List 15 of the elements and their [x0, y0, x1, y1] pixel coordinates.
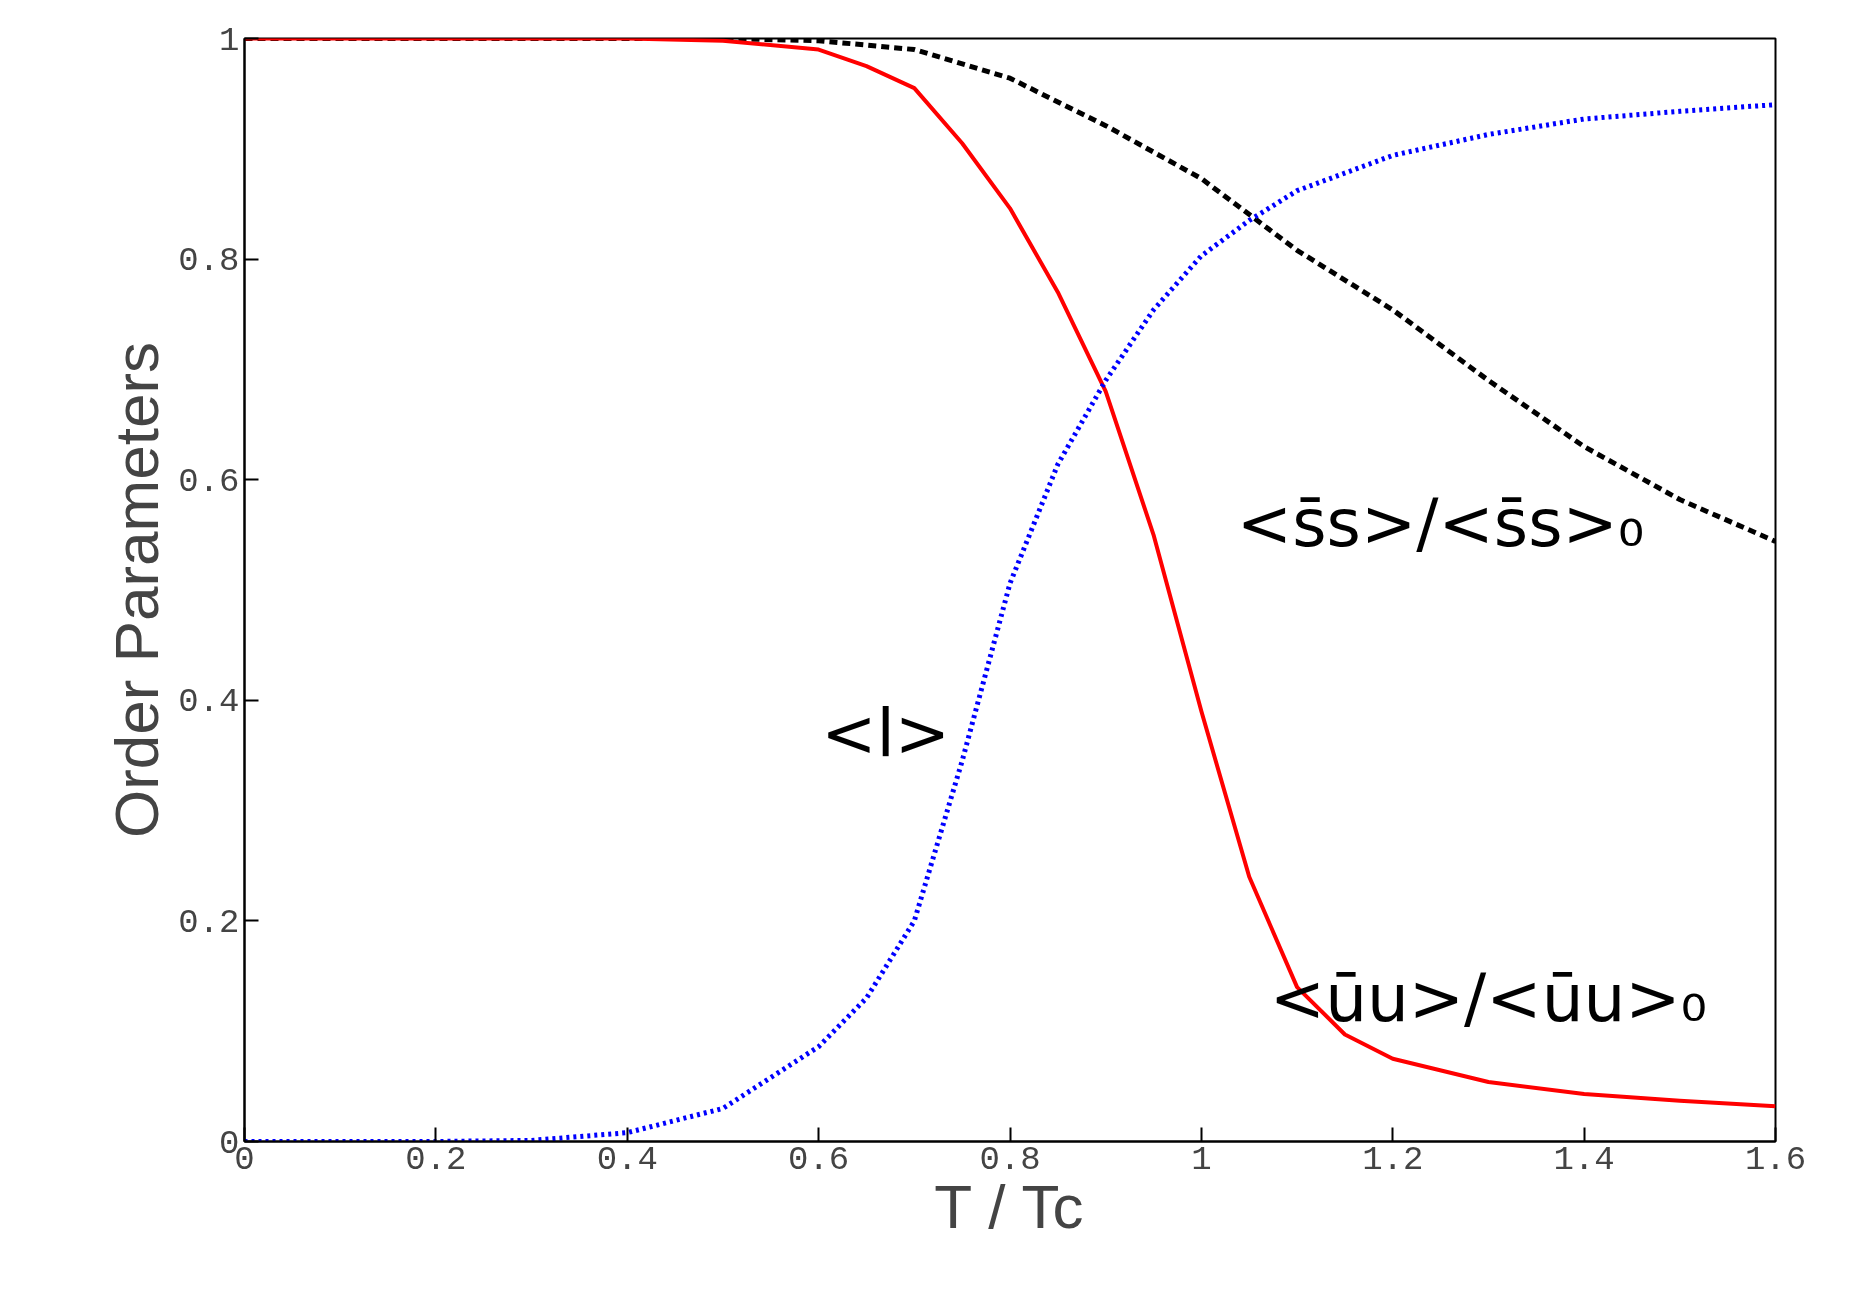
y-tick-label: 1	[219, 21, 240, 60]
series-label: <l>	[821, 694, 951, 772]
series-label: <s̄s>/<s̄s>₀	[1236, 485, 1645, 563]
y-tick-label: 0.6	[178, 462, 240, 501]
y-axis-title: Order Parameters	[102, 341, 172, 839]
x-tick-label: 0.4	[596, 1140, 658, 1179]
y-tick-label: 0.4	[178, 683, 240, 722]
x-tick-label: 1.6	[1744, 1140, 1807, 1179]
x-tick-label: 1.2	[1362, 1140, 1424, 1179]
x-tick-label: 1	[1191, 1140, 1212, 1179]
x-tick-label: 0.2	[405, 1140, 467, 1179]
x-tick-label: 0.6	[788, 1140, 850, 1179]
x-tick-label: 1.4	[1553, 1140, 1615, 1179]
y-tick-label: 0.8	[178, 242, 240, 281]
y-tick-label: 0.2	[178, 903, 240, 942]
